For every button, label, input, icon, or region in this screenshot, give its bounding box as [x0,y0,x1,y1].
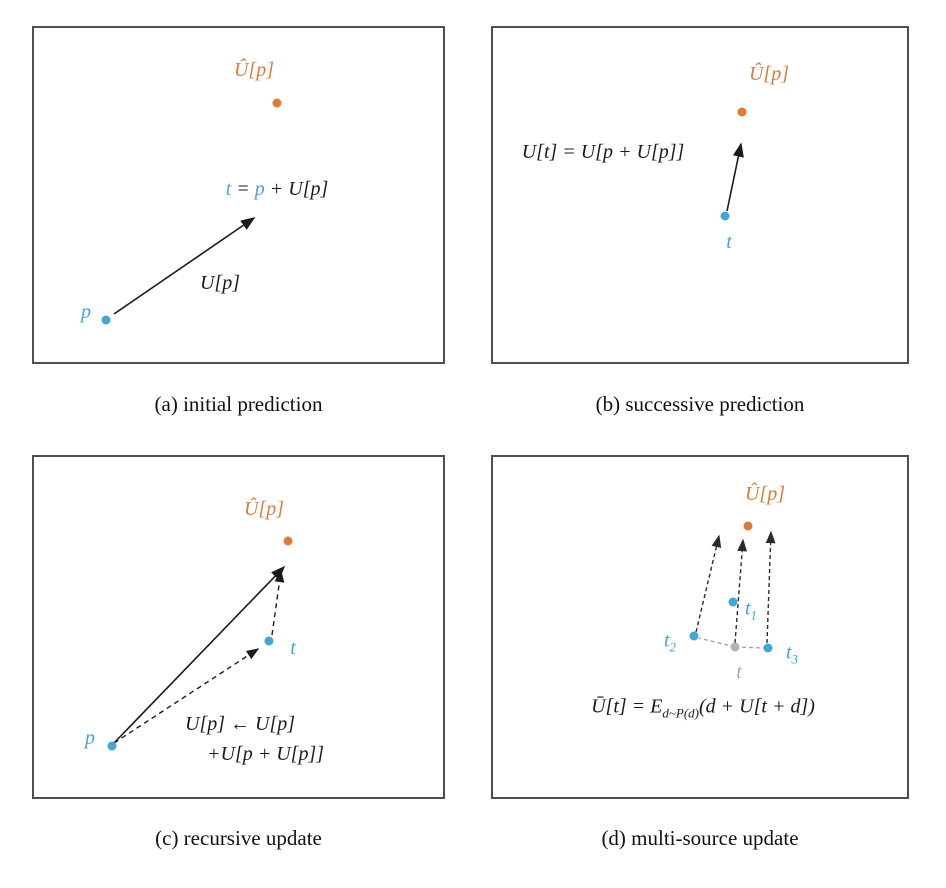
panel-c-recursive-update: Û[p] p t U[p] ← U[p] +U[p + U[p]] [32,455,445,799]
t1-label: t1 [745,599,757,622]
uhat-p-label: Û[p] [748,63,790,85]
panel-a-initial-prediction: Û[p] p t = p + U[p] U[p] [32,26,445,364]
arrow-dashed-t3-to-uhat [765,530,776,644]
recursive-update-formula: U[p] ← U[p] +U[p + U[p]] [185,709,324,769]
u-of-p-label: U[p] [199,272,241,294]
caption-d: (d) multi-source update [601,826,799,850]
eq-rest: + U[p] [264,178,329,200]
eq-equals: = [231,178,255,200]
point-p [101,315,111,325]
eq-t: t [225,178,232,200]
point-uhat-p [272,98,282,108]
panel-d-multi-source-update: Û[p] t1 t2 t3 t Ū[t] = Ed~P(d)(d + U[t +… [491,455,909,799]
point-uhat-p [283,536,293,546]
point-t1 [728,597,738,607]
t2-base: t [663,629,670,652]
t-equation-label: t = p + U[p] [226,179,329,199]
u-of-t-formula: U[t] = U[p + U[p]] [521,141,685,163]
point-t3 [763,643,773,653]
point-t [720,211,730,221]
t1-base: t [744,597,751,620]
panel-d-arrows [695,530,776,649]
panel-b-successive-prediction: Û[p] t U[t] = U[p + U[p]] [491,26,909,364]
t1-sub: 1 [750,607,758,623]
link-t-to-t2 [698,637,736,648]
arrow-solid-p-to-uhat [113,565,286,744]
caption-a: (a) initial prediction [154,392,323,416]
t-label: t [726,231,732,253]
point-p [107,741,117,751]
expectation-formula: Ū[t] = Ed~P(d)(d + U[t + d]) [591,697,815,720]
t2-sub: 2 [669,639,677,655]
t-label: t [290,637,296,659]
formula-subscript: d~P(d) [662,705,700,721]
formula-suffix: (d + U[t + d]) [699,695,815,718]
arrow-dashed-t-to-uhat [271,569,285,636]
point-uhat-p [743,521,753,531]
t3-sub: 3 [791,651,799,667]
point-t [264,636,274,646]
formula-prefix: Ū[t] = E [591,695,663,718]
arrow-dashed-t1-to-uhat [734,538,748,644]
t3-label: t3 [786,643,798,666]
panel-c-arrows [113,565,286,744]
arrow-p-to-t [113,217,256,315]
uhat-p-label: Û[p] [243,498,285,520]
point-uhat-p [737,107,747,117]
update-line-1: U[p] ← U[p] [185,713,296,735]
caption-b: (b) successive prediction [595,392,805,416]
panel-b-arrows [726,142,744,212]
t-label: t [736,661,742,683]
point-t2 [689,631,699,641]
caption-c: (c) recursive update [155,826,322,850]
arrow-dashed-p-to-t [113,648,260,744]
point-t [730,642,740,652]
uhat-p-label: Û[p] [744,483,786,505]
t3-base: t [785,641,792,664]
eq-p: p [254,178,265,200]
p-label: p [85,727,95,749]
update-line-2: +U[p + U[p]] [207,743,325,765]
arrow-dashed-t2-to-uhat [695,534,722,633]
t2-label: t2 [664,631,676,654]
link-t-to-t3 [734,646,765,649]
uhat-p-label: Û[p] [233,59,275,81]
p-label: p [81,301,91,323]
arrow-t-to-uhat [726,142,744,212]
panel-a-arrows [113,217,256,315]
